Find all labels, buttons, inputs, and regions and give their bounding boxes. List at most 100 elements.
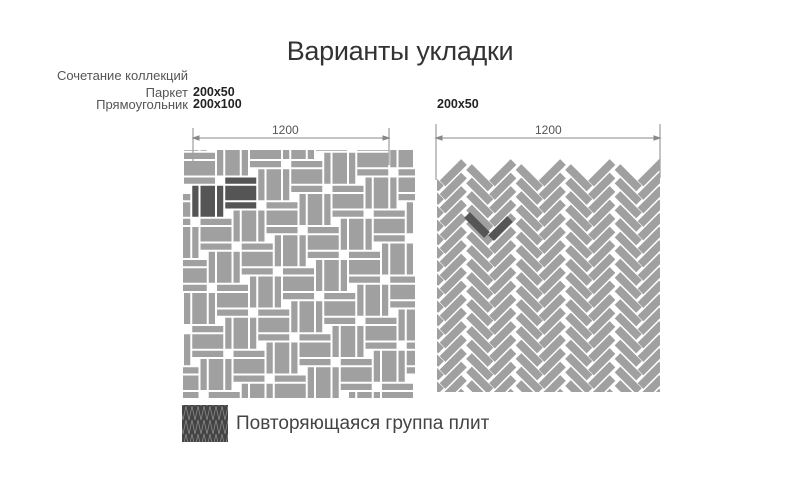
parquet-tile	[69, 252, 100, 258]
herringbone-tile	[637, 253, 660, 281]
parquet-tile	[267, 103, 273, 134]
parquet-tile	[398, 169, 415, 176]
parquet-tile	[291, 342, 298, 374]
parquet-tile	[135, 376, 141, 407]
rectangle-tile	[340, 367, 372, 382]
herringbone-tile	[515, 164, 543, 192]
herringbone-tile	[614, 191, 642, 219]
rectangle-tile	[406, 350, 415, 366]
herringbone-tile	[515, 299, 543, 327]
herringbone-tile	[538, 226, 566, 254]
herringbone-tile	[542, 405, 564, 427]
herringbone-tile	[614, 177, 642, 205]
parquet-tile	[398, 194, 415, 201]
rectangle-tile	[183, 375, 199, 390]
parquet-tile	[143, 268, 149, 299]
herringbone-tile	[667, 275, 689, 297]
parquet-tile	[324, 433, 330, 464]
parquet-tile	[382, 103, 413, 109]
parquet-tile	[250, 161, 281, 168]
herringbone-tile	[690, 216, 712, 238]
herringbone-tile	[618, 397, 640, 419]
herringbone-tile	[588, 172, 616, 200]
parquet-tile	[118, 70, 124, 101]
herringbone-tile	[492, 405, 514, 427]
parquet-tile	[300, 54, 331, 60]
herringbone-tile	[515, 258, 543, 286]
parquet-tile	[357, 169, 389, 176]
herringbone-tile	[466, 366, 494, 392]
herringbone-tile	[690, 176, 712, 198]
parquet-tile	[283, 169, 290, 201]
parquet-tile	[60, 219, 66, 250]
parquet-tile	[307, 150, 314, 159]
parquet-tile	[324, 13, 355, 19]
rectangle-tile	[184, 442, 215, 457]
parquet-tile	[291, 301, 298, 333]
rectangle-tile	[357, 392, 372, 398]
rectangle-tile	[208, 359, 224, 390]
parquet-tile	[299, 194, 306, 225]
herringbone-tile	[637, 280, 660, 308]
rectangle-tile	[300, 62, 331, 77]
highlight-tile	[464, 212, 490, 238]
parquet-tile	[423, 268, 429, 299]
parquet-size: 200x50	[193, 85, 235, 99]
parquet-tile	[110, 136, 116, 167]
parquet-tile	[118, 351, 124, 382]
parquet-tile	[52, 186, 83, 192]
parquet-tile	[192, 70, 223, 76]
parquet-tile	[291, 62, 297, 93]
herringbone-tile	[565, 353, 593, 381]
parquet-tile	[242, 103, 248, 134]
rectangle-tile	[341, 46, 356, 77]
rectangle-tile	[102, 351, 117, 382]
rectangle-tile	[398, 177, 415, 192]
herringbone-tile	[439, 159, 467, 187]
parquet-tile	[192, 466, 198, 496]
rectangle-tile	[110, 244, 125, 275]
herringbone-tile	[439, 348, 467, 376]
parquet-tile	[333, 87, 339, 118]
rectangle-tile	[382, 70, 397, 101]
herringbone-tile	[466, 380, 494, 392]
parquet-tile	[440, 95, 446, 126]
parquet-tile	[407, 62, 438, 68]
herringbone-tile	[641, 405, 663, 427]
rectangle-tile	[465, 120, 480, 151]
herringbone-tile	[565, 177, 593, 205]
parquet-tile	[448, 392, 479, 398]
rectangle-tile	[217, 251, 232, 283]
rectangle-tile	[316, 87, 331, 118]
herringbone-tile	[538, 334, 566, 362]
parquet-tile	[448, 0, 454, 19]
parquet-tile	[151, 202, 157, 233]
parquet-tile	[151, 161, 157, 192]
herringbone-tile	[588, 334, 616, 362]
parquet-tile	[135, 95, 141, 126]
herringbone-tile	[690, 311, 712, 333]
rectangle-tile	[283, 235, 298, 267]
parquet-tile	[69, 277, 100, 283]
parquet-tile	[126, 87, 157, 93]
rectangle-tile	[135, 483, 150, 496]
parquet-tile	[291, 442, 322, 448]
parquet-tile	[52, 87, 58, 118]
parquet-tile	[192, 326, 224, 333]
rectangle-tile	[299, 342, 331, 357]
herringbone-tile	[538, 294, 566, 322]
parquet-tile	[126, 62, 157, 68]
herringbone-tile	[519, 397, 541, 419]
parquet-tile	[340, 359, 372, 366]
parquet-tile	[307, 227, 339, 234]
herringbone-tile	[437, 164, 444, 192]
rectangle-tile	[266, 210, 298, 225]
parquet-tile	[432, 161, 438, 192]
herringbone-tile	[489, 361, 517, 389]
parquet-tile	[93, 70, 99, 101]
herringbone-tile	[667, 235, 689, 257]
parquet-tile	[93, 211, 124, 217]
rectangle-tile	[217, 293, 248, 308]
combined-parquet-pattern	[52, 0, 480, 496]
herringbone-tile	[667, 167, 689, 189]
